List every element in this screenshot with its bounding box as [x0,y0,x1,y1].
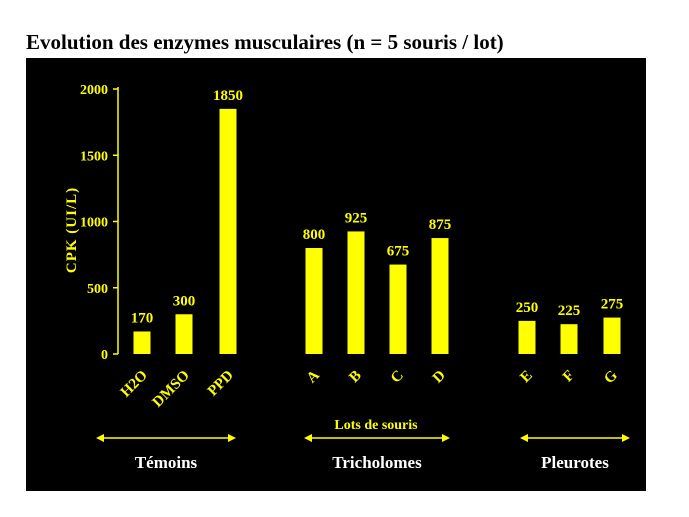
category-label: E [517,368,535,386]
arrow-left-icon [96,434,104,442]
category-label: F [560,368,578,386]
y-tick-label: 2000 [80,83,108,98]
arrow-left-icon [520,434,528,442]
chart-panel: 0 500 1000 1500 2000 170 300 1850 800 925 675 875 2… [26,58,646,491]
bar-e [518,320,536,354]
category-label: G [601,367,621,387]
group-label: Pleurotes [541,453,609,472]
arrow-right-icon [442,434,450,442]
group-label: Tricholomes [332,453,422,472]
data-label: 300 [173,293,196,309]
arrow-left-icon [304,434,312,442]
y-tick-label: 1500 [80,149,108,164]
bars [133,108,621,354]
category-label: H2O [118,368,151,401]
y-tick-label: 500 [87,282,108,297]
bar-chart: 0 500 1000 1500 2000 170 300 1850 800 925 675 875 2… [64,83,630,472]
arrow-right-icon [622,434,630,442]
bar-g [603,317,621,354]
chart-title: Evolution des enzymes musculaires (n = 5… [26,30,504,54]
data-label: 925 [345,210,368,226]
data-label: 170 [131,310,154,326]
group-labels: Témoins Tricholomes Pleurotes [96,434,630,472]
data-label: 1850 [213,88,243,104]
group-label: Témoins [135,453,198,472]
arrow-right-icon [228,434,236,442]
bar-dmso [175,314,193,354]
category-label: C [388,368,407,387]
y-tick-label: 0 [101,348,108,363]
category-label: DMSO [150,368,193,411]
data-label: 225 [558,303,581,319]
x-axis-label: Lots de souris [334,418,418,433]
data-label: 275 [601,297,624,313]
category-label: B [346,368,364,386]
y-axis-label: CPK (UI/L) [64,187,80,273]
bar-d [431,238,449,354]
bar-b [347,231,365,354]
bar-ppd [219,108,237,354]
bar-f [560,324,578,354]
data-label: 800 [303,227,326,243]
bar-h2o [133,331,151,354]
bar-c [389,264,407,354]
category-label: A [304,367,323,386]
category-label: D [430,367,449,386]
data-labels: 170 300 1850 800 925 675 875 250 225 275 [131,88,624,327]
data-label: 250 [516,300,539,316]
data-label: 875 [429,217,452,233]
data-label: 675 [387,244,410,260]
y-tick-label: 1000 [80,216,108,231]
y-axis: 0 500 1000 1500 2000 [80,83,119,363]
category-label: PPD [205,367,237,399]
bar-a [305,248,323,354]
